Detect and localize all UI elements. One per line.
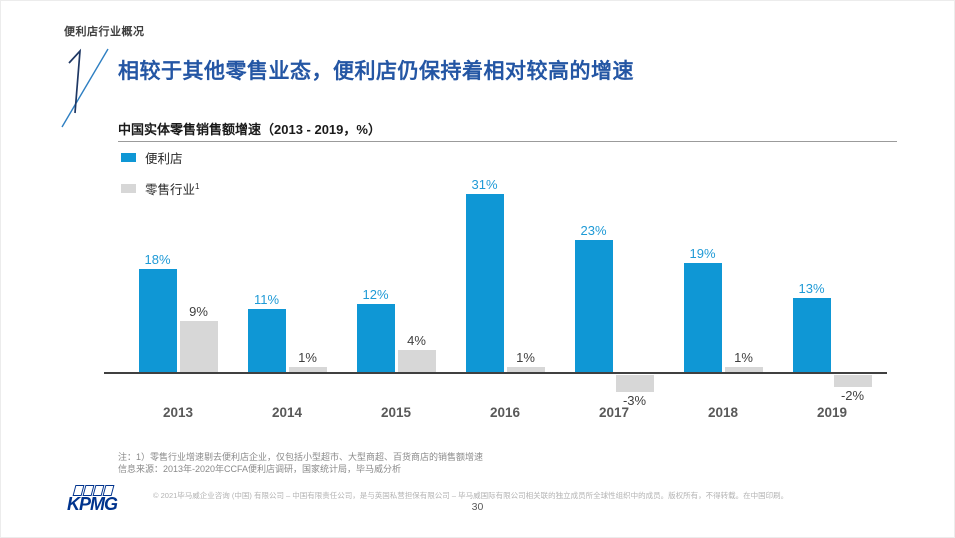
plot-area: 18% 9% 2013 11% 1% 2014 12% 4% 2015 31% 1% 2016 23% -… <box>1 161 954 461</box>
bar-retail-industry-2017 <box>615 375 654 393</box>
bar-convenience-store-2014 <box>247 309 286 373</box>
value-label-retail-industry-2013: 9% <box>189 303 208 319</box>
x-axis-line <box>104 372 887 374</box>
copyright-text: © 2021毕马威企业咨询 (中国) 有限公司 – 中国有限责任公司，是与英国私… <box>153 491 789 500</box>
value-label-convenience-store-2015: 12% <box>362 286 389 302</box>
bar-convenience-store-2018 <box>683 263 722 373</box>
value-label-convenience-store-2017: 23% <box>580 223 607 239</box>
bar-convenience-store-2019 <box>792 297 831 373</box>
x-tick-2015: 2015 <box>380 405 412 420</box>
bar-retail-industry-2016 <box>506 367 545 373</box>
source-note: 信息来源：2013年-2020年CCFA便利店调研，国家统计局，毕马威分析 <box>118 464 402 474</box>
value-label-retail-industry-2014: 1% <box>298 350 317 366</box>
x-tick-2017: 2017 <box>598 405 630 420</box>
x-tick-2019: 2019 <box>816 405 848 420</box>
bar-convenience-store-2013 <box>138 268 177 373</box>
legend-swatch-gray <box>121 184 136 193</box>
legend-item-retail-industry: 零售行业1 <box>121 179 199 198</box>
legend-label: 零售行业1 <box>145 181 200 197</box>
chart-title-divider <box>118 141 897 142</box>
value-label-convenience-store-2014: 11% <box>253 292 280 308</box>
value-label-retail-industry-2016: 1% <box>516 350 535 366</box>
x-tick-2014: 2014 <box>271 405 303 420</box>
bar-retail-industry-2018 <box>724 367 763 373</box>
value-label-convenience-store-2016: 31% <box>471 176 498 192</box>
page-title: 相较于其他零售业态，便利店仍保持着相对较高的增速 <box>118 60 634 83</box>
x-tick-2013: 2013 <box>162 405 194 420</box>
footnote: 注：1）零售行业增速剔去便利店企业，仅包括小型超市、大型商超、百货商店的销售额增… <box>118 452 484 462</box>
kpmg-logo-text: KPMG <box>67 494 118 514</box>
bar-retail-industry-2014 <box>288 367 327 373</box>
value-label-retail-industry-2015: 4% <box>407 332 426 348</box>
bar-retail-industry-2019 <box>833 375 872 387</box>
value-label-retail-industry-2018: 1% <box>734 350 753 366</box>
kpmg-logo-blocks-icon <box>72 485 127 496</box>
page-number: 30 <box>471 501 484 513</box>
x-tick-2018: 2018 <box>707 405 739 420</box>
bar-retail-industry-2013 <box>179 320 218 373</box>
kpmg-logo: KPMG <box>67 485 127 514</box>
chart-title: 中国实体零售销售额增速（2013 - 2019，%） <box>118 122 381 137</box>
value-label-retail-industry-2017: -3% <box>622 393 647 409</box>
x-tick-2016: 2016 <box>489 405 521 420</box>
bar-retail-industry-2015 <box>397 349 436 373</box>
legend-item-convenience-store: 便利店 <box>121 148 183 167</box>
value-label-convenience-store-2013: 18% <box>144 251 171 267</box>
section-eyebrow: 便利店行业概况 <box>64 26 145 38</box>
value-label-retail-industry-2019: -2% <box>840 387 865 403</box>
value-label-convenience-store-2018: 19% <box>689 246 716 262</box>
bar-convenience-store-2017 <box>574 240 613 373</box>
legend-swatch-blue <box>121 153 136 162</box>
bar-convenience-store-2015 <box>356 303 395 373</box>
value-label-convenience-store-2019: 13% <box>798 280 825 296</box>
legend-label: 便利店 <box>145 152 183 166</box>
bar-convenience-store-2016 <box>465 193 504 373</box>
section-number-graphic <box>61 48 109 128</box>
